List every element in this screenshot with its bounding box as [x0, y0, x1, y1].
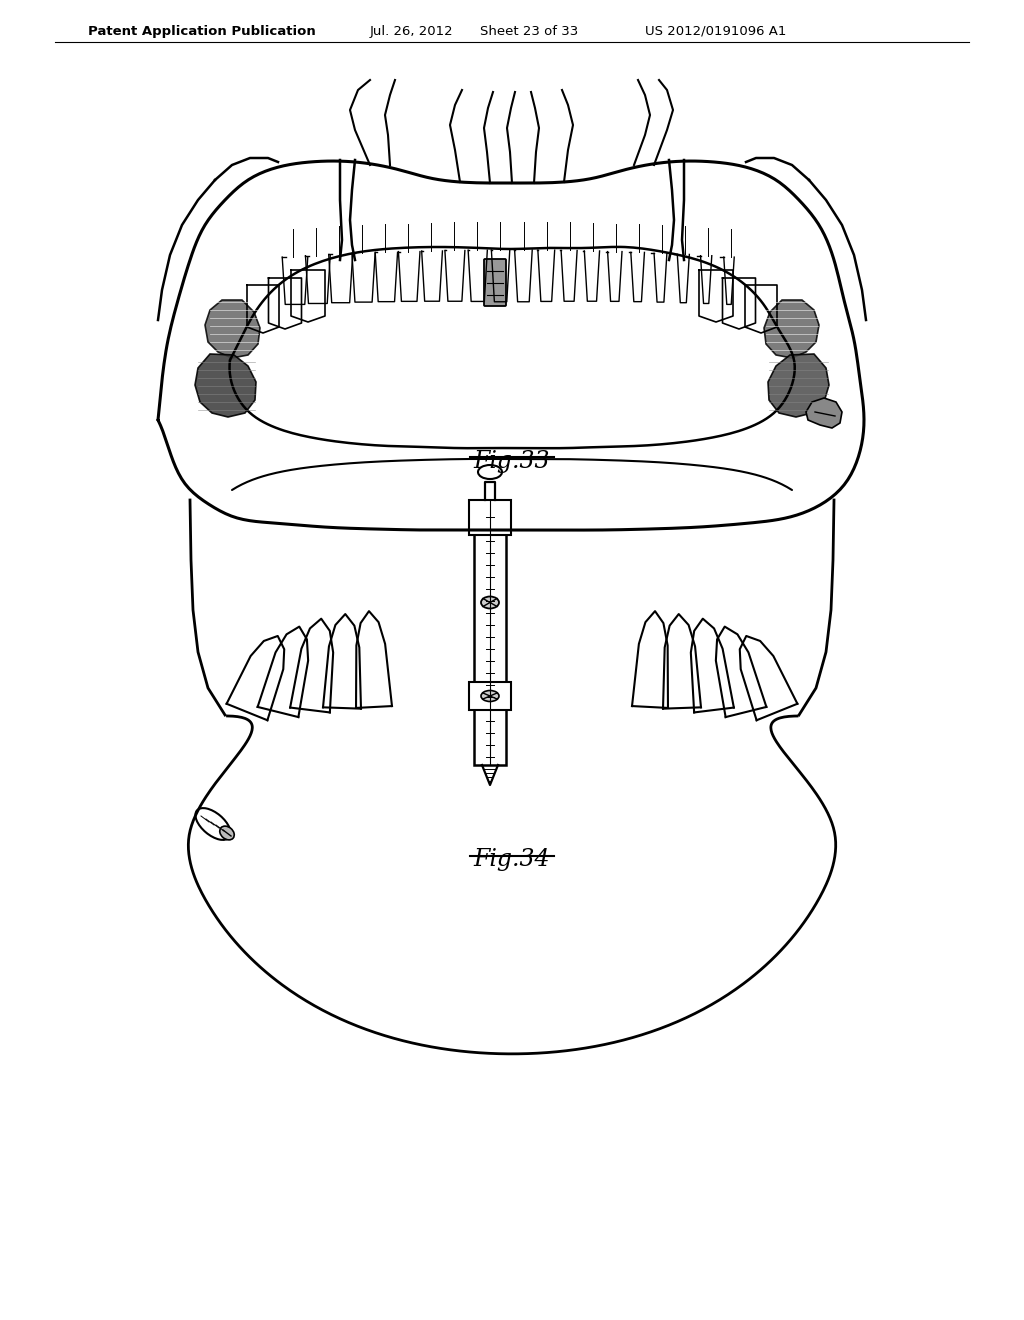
Text: Sheet 23 of 33: Sheet 23 of 33 [480, 25, 579, 38]
Text: US 2012/0191096 A1: US 2012/0191096 A1 [645, 25, 786, 38]
FancyBboxPatch shape [474, 500, 506, 766]
Polygon shape [205, 300, 260, 358]
Polygon shape [806, 399, 842, 428]
Ellipse shape [481, 597, 499, 609]
Text: Fig.33: Fig.33 [474, 450, 550, 473]
FancyBboxPatch shape [484, 259, 506, 306]
Text: Patent Application Publication: Patent Application Publication [88, 25, 315, 38]
Ellipse shape [220, 826, 234, 840]
Ellipse shape [196, 808, 230, 840]
FancyBboxPatch shape [469, 682, 511, 710]
Polygon shape [195, 354, 256, 417]
Text: Fig.34: Fig.34 [474, 847, 550, 871]
FancyBboxPatch shape [469, 500, 511, 535]
Polygon shape [768, 354, 829, 417]
Ellipse shape [481, 690, 499, 701]
Ellipse shape [478, 465, 502, 479]
Polygon shape [764, 300, 819, 358]
Text: Jul. 26, 2012: Jul. 26, 2012 [370, 25, 454, 38]
